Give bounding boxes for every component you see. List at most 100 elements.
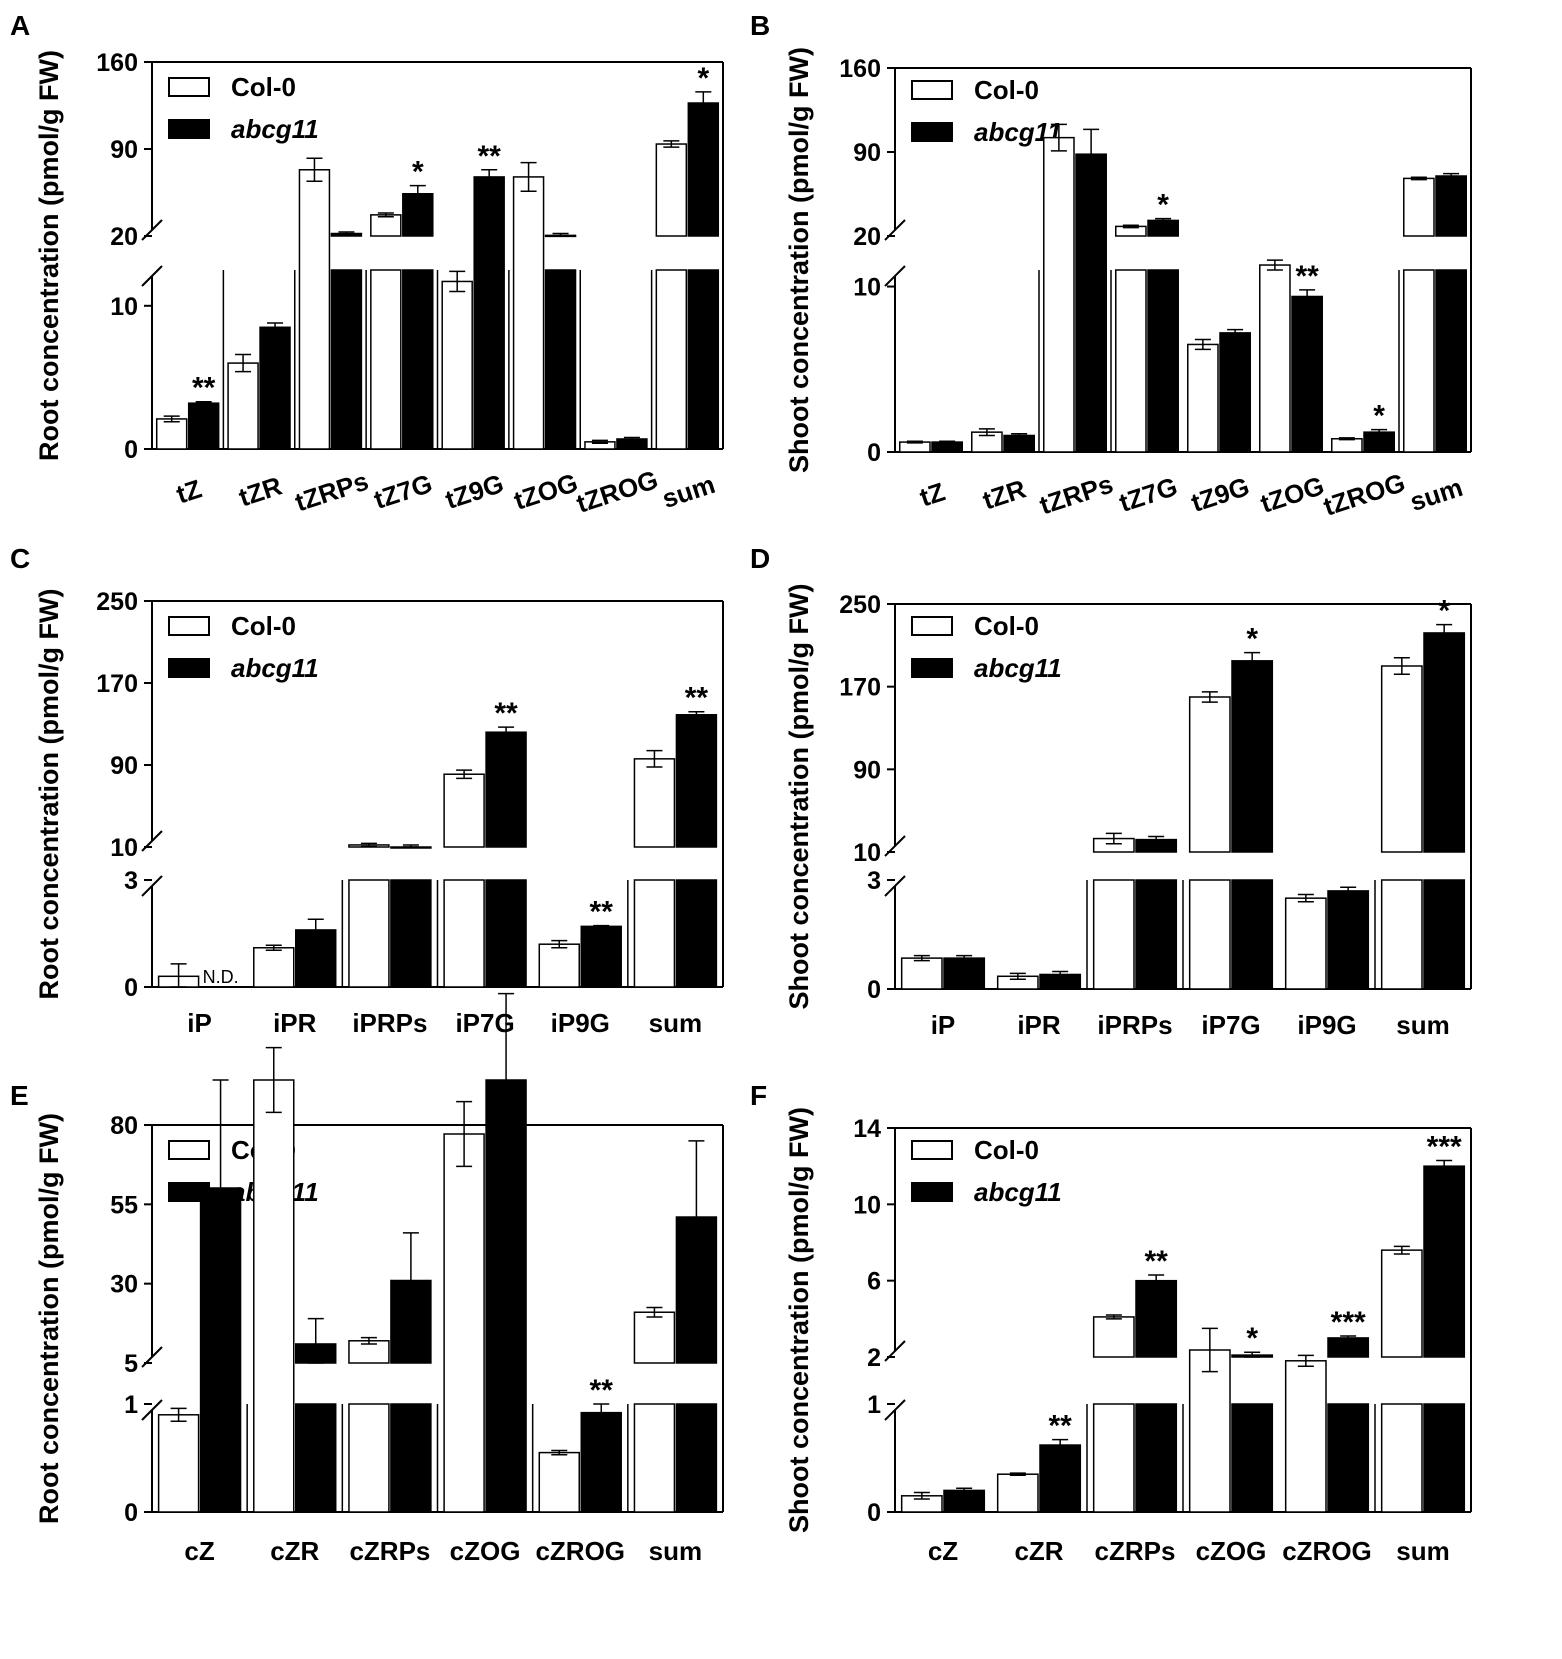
y-tick-label: 170 bbox=[839, 674, 881, 702]
legend-label-col0: Col-0 bbox=[974, 1135, 1039, 1165]
bar-col0-lower bbox=[1092, 1403, 1135, 1513]
y-tick-label: 1 bbox=[124, 1391, 138, 1419]
bar-abcg11-lower bbox=[1423, 1403, 1466, 1513]
bar-abcg11 bbox=[1219, 332, 1251, 453]
significance-marker: ** bbox=[590, 896, 614, 929]
bar-abcg11 bbox=[1327, 890, 1370, 990]
y-tick-label: 1 bbox=[867, 1391, 881, 1419]
bar-col0 bbox=[253, 947, 295, 988]
bar-abcg11 bbox=[1423, 632, 1466, 853]
bar-col0 bbox=[443, 773, 485, 848]
y-tick-label: 0 bbox=[124, 1499, 138, 1527]
axis-break-mark bbox=[141, 265, 163, 287]
y-tick-label: 55 bbox=[110, 1191, 138, 1219]
y-tick-label: 160 bbox=[96, 49, 138, 77]
legend-label-col0: Col-0 bbox=[231, 72, 296, 102]
y-tick-label: 90 bbox=[853, 139, 881, 167]
significance-marker: ** bbox=[494, 697, 518, 730]
legend-swatch-abcg11 bbox=[168, 119, 210, 139]
x-tick-label: tZOG bbox=[510, 467, 581, 516]
bar-abcg11 bbox=[1135, 1279, 1178, 1358]
y-tick-label: 20 bbox=[853, 223, 881, 251]
y-tick-label: 0 bbox=[867, 439, 881, 467]
panel-letter: C bbox=[10, 543, 30, 574]
axis-break-mark bbox=[884, 875, 906, 897]
significance-marker: * bbox=[1246, 1322, 1258, 1355]
x-tick-label: iPR bbox=[273, 1008, 317, 1038]
bar-abcg11 bbox=[295, 929, 337, 988]
x-tick-label: sum bbox=[1396, 1010, 1449, 1040]
bar-col0-lower bbox=[633, 1403, 676, 1513]
bar-abcg11 bbox=[1231, 660, 1274, 853]
bar-abcg11-lower bbox=[1135, 879, 1178, 990]
x-tick-label: iP9G bbox=[1297, 1010, 1356, 1040]
significance-marker: * bbox=[412, 156, 424, 189]
bar-col0 bbox=[227, 362, 259, 450]
x-tick-label: tZRPs bbox=[1036, 469, 1117, 521]
significance-marker: ** bbox=[590, 1374, 614, 1407]
y-tick-label: 90 bbox=[110, 752, 138, 780]
bar-col0 bbox=[1403, 177, 1435, 237]
legend-swatch-col0 bbox=[911, 1140, 953, 1160]
bar-abcg11 bbox=[943, 957, 986, 990]
bar-col0 bbox=[633, 1311, 676, 1364]
x-tick-label: cZROG bbox=[1282, 1536, 1372, 1566]
legend-label-col0: Col-0 bbox=[974, 611, 1039, 641]
x-tick-label: iPRPs bbox=[1097, 1010, 1172, 1040]
bar-abcg11 bbox=[1327, 1337, 1370, 1358]
bar-col0 bbox=[1380, 1249, 1423, 1358]
bar-abcg11-lower bbox=[330, 269, 363, 450]
x-tick-label: tZ7G bbox=[1115, 471, 1181, 518]
bar-abcg11 bbox=[1039, 1444, 1082, 1513]
y-tick-label: 5 bbox=[124, 1350, 138, 1378]
panel-letter: D bbox=[750, 543, 770, 574]
y-axis-title: Root concentration (pmol/g FW) bbox=[34, 50, 64, 461]
bar-abcg11 bbox=[1423, 1165, 1466, 1358]
bar-abcg11-lower bbox=[402, 269, 434, 450]
x-tick-label: tZ7G bbox=[370, 468, 436, 515]
bar-col0 bbox=[1259, 264, 1291, 453]
bar-col0-lower bbox=[1092, 879, 1135, 990]
x-tick-label: tZ bbox=[173, 473, 206, 509]
bar-col0 bbox=[1092, 1316, 1135, 1358]
legend-label-abcg11: abcg11 bbox=[974, 1177, 1062, 1207]
bar-col0 bbox=[1380, 665, 1423, 853]
panel-d: D Shoot concentration (pmol/g FW) 10 90 170 2… bbox=[750, 543, 1472, 1040]
y-axis-title: Shoot concentration (pmol/g FW) bbox=[784, 584, 814, 1010]
axis-break-mark bbox=[884, 265, 906, 287]
bar-col0 bbox=[996, 1473, 1039, 1513]
y-tick-label: 2 bbox=[867, 1344, 881, 1372]
x-tick-label: tZROG bbox=[1320, 467, 1409, 521]
y-tick-label: 10 bbox=[110, 834, 138, 862]
bar-abcg11-lower bbox=[1423, 879, 1466, 990]
y-tick-label: 20 bbox=[110, 223, 138, 251]
x-tick-label: tZ9G bbox=[442, 468, 508, 515]
x-tick-label: sum bbox=[1396, 1536, 1449, 1566]
bar-abcg11 bbox=[1003, 434, 1035, 453]
y-axis-title: Root concentration (pmol/g FW) bbox=[34, 589, 64, 1000]
legend-label-col0: Col-0 bbox=[231, 611, 296, 641]
significance-marker: *** bbox=[1331, 1306, 1366, 1339]
x-tick-label: tZRPs bbox=[291, 466, 372, 518]
bar-abcg11-lower bbox=[390, 879, 432, 988]
bar-col0-lower bbox=[370, 269, 402, 450]
legend-label-abcg11: abcg11 bbox=[231, 114, 319, 144]
bar-abcg11-lower bbox=[390, 1403, 432, 1513]
panel-b: B Shoot concentration (pmol/g FW) 20 90 160 0… bbox=[750, 10, 1472, 522]
x-tick-label: cZRPs bbox=[1095, 1536, 1176, 1566]
panel-f: F Shoot concentration (pmol/g FW) 2 6 10 14 0 1… bbox=[750, 1080, 1472, 1566]
panel-letter: B bbox=[750, 10, 770, 41]
y-tick-label: 6 bbox=[867, 1268, 881, 1296]
significance-marker: ** bbox=[477, 140, 501, 173]
y-axis-title: Shoot concentration (pmol/g FW) bbox=[784, 1107, 814, 1533]
legend-swatch-col0 bbox=[168, 616, 210, 636]
bar-col0-lower bbox=[443, 879, 485, 988]
y-tick-label: 80 bbox=[110, 1112, 138, 1140]
bar-abcg11 bbox=[687, 102, 720, 237]
significance-marker: * bbox=[1438, 595, 1450, 628]
bar-abcg11-lower bbox=[1135, 1403, 1178, 1513]
y-tick-label: 90 bbox=[110, 136, 138, 164]
bar-col0 bbox=[157, 1414, 200, 1513]
